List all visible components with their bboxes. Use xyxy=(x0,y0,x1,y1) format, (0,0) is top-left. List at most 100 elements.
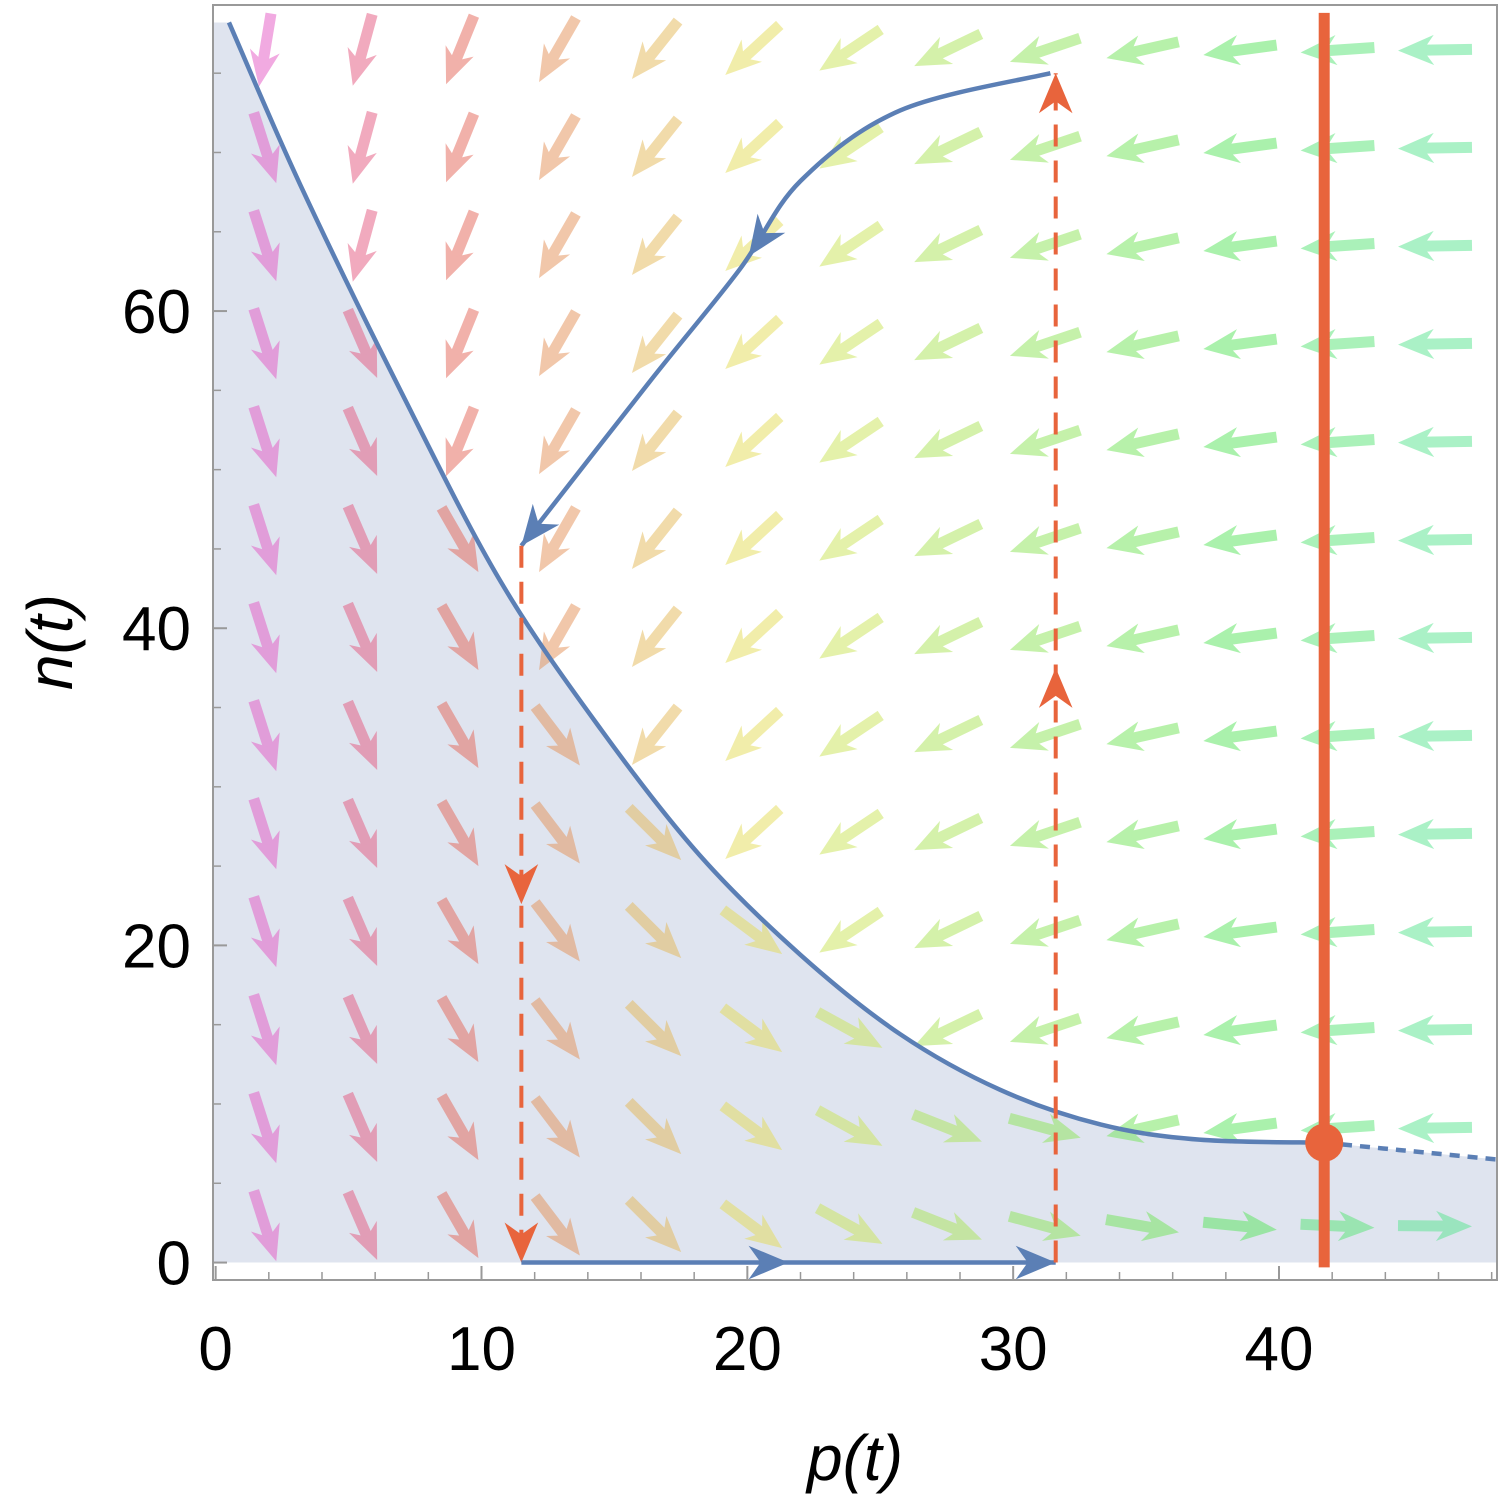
field-arrow-shaft xyxy=(1222,39,1278,58)
field-arrow-shaft xyxy=(640,409,683,459)
field-arrow-shaft xyxy=(624,902,671,948)
field-arrow-shaft xyxy=(342,1091,375,1146)
field-arrow-head xyxy=(250,438,280,478)
field-arrow-shaft xyxy=(530,1193,573,1243)
field-arrow-shaft xyxy=(1417,1023,1473,1036)
field-arrow-shaft xyxy=(832,612,884,653)
field-arrow-shaft xyxy=(248,209,276,264)
field-arrow-shaft xyxy=(929,910,984,945)
field-arrow-shaft xyxy=(248,993,276,1048)
field-arrow-shaft xyxy=(248,503,276,558)
field-arrow-head xyxy=(819,136,858,169)
field-arrow-shaft xyxy=(448,307,480,362)
field-arrow-shaft xyxy=(1124,428,1180,452)
field-arrow-head xyxy=(631,727,667,765)
field-arrow-shaft xyxy=(436,897,474,950)
field-arrow-shaft xyxy=(342,1189,375,1244)
field-arrow-head xyxy=(725,39,762,76)
field-arrow-shaft xyxy=(1027,32,1082,61)
field-arrow-shaft xyxy=(719,1199,770,1241)
x-tick-label: 40 xyxy=(1245,1315,1314,1384)
field-arrow-shaft xyxy=(736,706,784,752)
field-arrow-shaft xyxy=(719,1003,770,1045)
field-arrow-shaft xyxy=(640,311,683,361)
field-arrow-shaft xyxy=(814,1203,868,1240)
flow-arrowhead xyxy=(504,864,539,905)
field-arrow-head xyxy=(349,828,378,868)
field-arrow-shaft xyxy=(736,608,784,654)
curve xyxy=(226,21,1325,1145)
field-arrow-shaft xyxy=(1222,1019,1278,1038)
field-arrow-head xyxy=(349,632,378,672)
field-arrow-shaft xyxy=(1027,816,1082,845)
field-arrow-head xyxy=(1106,231,1145,261)
field-arrow-head xyxy=(1009,35,1049,65)
field-arrow-head xyxy=(819,332,858,365)
field-arrow-head xyxy=(250,242,280,282)
field-arrow-head xyxy=(1398,622,1435,654)
field-arrow-shaft xyxy=(719,1101,770,1143)
flow-arrowhead xyxy=(1038,73,1073,114)
field-arrow-head xyxy=(914,428,954,459)
field-arrow-shaft xyxy=(448,209,480,264)
field-arrow-shaft xyxy=(342,993,375,1048)
field-arrow-shaft xyxy=(342,699,375,754)
x-tick-label: 30 xyxy=(979,1315,1048,1384)
field-arrow-head xyxy=(1203,1113,1242,1144)
field-arrow-head xyxy=(546,1217,580,1256)
field-arrow-head xyxy=(447,1023,479,1063)
field-arrow-shaft xyxy=(1222,333,1278,352)
field-arrow-shaft xyxy=(1417,141,1473,154)
field-arrow-shaft xyxy=(1222,823,1278,842)
field-arrow-head xyxy=(1106,819,1145,849)
field-arrow-shaft xyxy=(448,111,480,166)
field-arrow-head xyxy=(1398,916,1435,948)
field-arrow-shaft xyxy=(436,995,474,1048)
field-arrow-head xyxy=(250,928,280,968)
field-arrow-head xyxy=(445,45,474,85)
field-arrow-head xyxy=(725,137,762,174)
field-arrow-shaft xyxy=(352,208,378,264)
field-arrow-head xyxy=(631,41,667,79)
field-arrow-shaft xyxy=(929,714,984,749)
field-arrow-head xyxy=(725,333,762,370)
field-arrow-head xyxy=(631,531,667,569)
field-arrow-head xyxy=(914,134,954,165)
field-arrow-shaft xyxy=(1222,921,1278,940)
field-arrow-head xyxy=(1106,329,1145,359)
field-arrow-shaft xyxy=(736,118,784,164)
field-arrow-head xyxy=(1009,819,1049,849)
field-arrow-shaft xyxy=(530,1095,573,1145)
field-arrow-shaft xyxy=(1417,533,1473,546)
field-arrow-shaft xyxy=(1124,526,1180,550)
field-arrow-head xyxy=(1398,818,1435,850)
field-arrow-head xyxy=(1398,132,1435,164)
field-arrow-shaft xyxy=(342,601,375,656)
field-arrow-head xyxy=(250,732,280,772)
field-arrow-head xyxy=(725,627,762,664)
field-arrow-head xyxy=(445,241,474,281)
field-arrow-shaft xyxy=(624,1000,671,1046)
field-arrow-shaft xyxy=(436,603,474,656)
field-arrow-shaft xyxy=(544,15,581,68)
field-arrow-head xyxy=(1106,623,1145,653)
field-arrow-head xyxy=(744,1018,783,1053)
field-arrow-shaft xyxy=(640,703,683,753)
field-arrow-head xyxy=(1009,133,1049,163)
field-arrow-shaft xyxy=(929,518,984,553)
field-arrow-shaft xyxy=(640,115,683,165)
field-arrow-head xyxy=(1398,1014,1435,1046)
field-arrow-shaft xyxy=(1222,235,1278,254)
field-arrow-shaft xyxy=(530,899,573,949)
field-arrow-head xyxy=(819,822,858,855)
field-arrow-head xyxy=(445,339,474,379)
field-arrow-shaft xyxy=(248,601,276,656)
plot-area xyxy=(213,12,1497,1280)
field-arrow-shaft xyxy=(1124,722,1180,746)
y-tick-label: 40 xyxy=(122,595,191,664)
field-arrow-shaft xyxy=(736,510,784,556)
field-arrow-shaft xyxy=(832,514,884,555)
field-arrow-head xyxy=(349,1122,378,1162)
field-arrow-head xyxy=(725,235,762,272)
